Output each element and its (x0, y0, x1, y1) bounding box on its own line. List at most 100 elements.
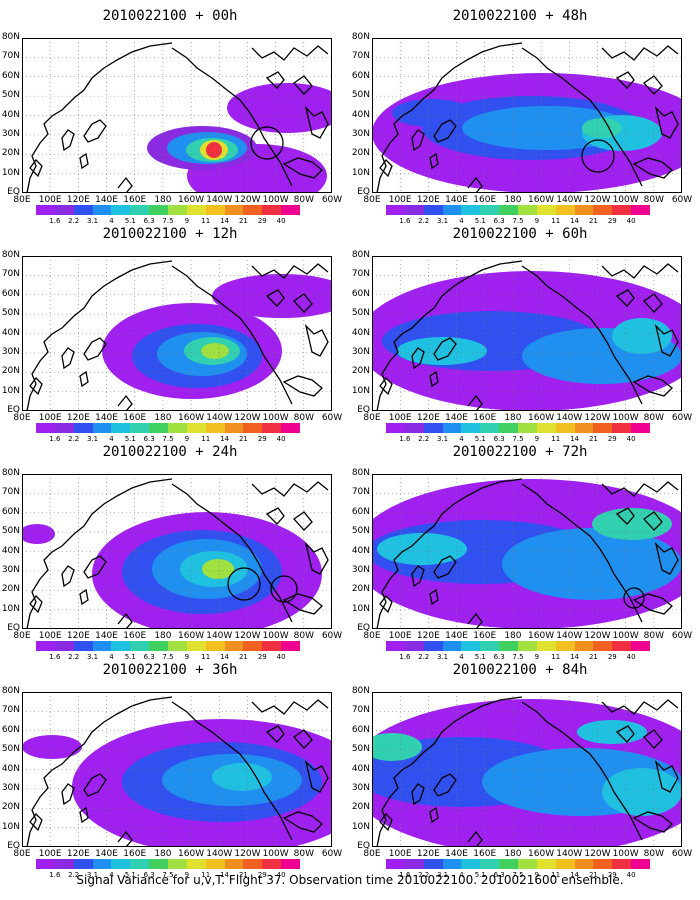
colorbar (36, 423, 301, 433)
colorbar-level-label: 2.2 (68, 435, 80, 443)
colorbar-level-label: 9 (184, 435, 190, 443)
map-frame: EQ 10N 20N 30N 40N 50N 60N 70N 80N 80E 100E 120E 140… (2, 686, 342, 859)
colorbar-swatch (262, 205, 282, 215)
coastline (171, 483, 293, 623)
colorbar-level-label: 11 (551, 435, 561, 443)
colorbar-level-label: 14 (570, 871, 580, 879)
coastline (376, 478, 523, 629)
colorbar-level-label: 21 (588, 871, 598, 879)
latitude-label: 30N (1, 128, 20, 139)
longitude-label: 120W (234, 195, 261, 205)
latitude-label: 80N (351, 468, 370, 478)
latitude-label: 40N (1, 327, 20, 338)
longitude-label: 160E (473, 413, 497, 423)
latitude-label: 50N (1, 526, 20, 537)
colorbar-level-label: 6.3 (493, 217, 505, 225)
coastline (265, 725, 285, 743)
coastline (379, 159, 393, 178)
longitude-label: 140W (206, 413, 233, 423)
longitude-label: 120W (234, 849, 261, 859)
latitude-label: 70N (351, 269, 370, 280)
colorbar-swatch (281, 641, 301, 651)
colorbar-level-label: 6.3 (493, 653, 505, 661)
colorbar-level-label: 2.2 (418, 871, 430, 879)
map-canvas (372, 692, 682, 847)
latitude-label: 40N (1, 545, 20, 556)
map-canvas (22, 474, 332, 629)
longitude-label: 180 (154, 195, 172, 205)
coastline (433, 119, 457, 143)
latitude-label: 30N (1, 346, 20, 357)
coastline (26, 478, 173, 629)
coastline (282, 375, 323, 397)
longitude-label: 160W (528, 849, 555, 859)
latitude-label: 50N (1, 744, 20, 755)
coastline (632, 157, 673, 179)
longitude-label: 140W (556, 195, 583, 205)
longitude-label: 140E (95, 413, 118, 423)
colorbar-level-label: 2.2 (68, 217, 80, 225)
longitude-label: 60W (321, 631, 343, 641)
colorbar-level-label: 1.6 (49, 653, 61, 661)
map-panel: 2010022100 + 36h EQ 10N 20N 30N 40N 50N 60N 70N 8… (0, 662, 342, 887)
colorbar-swatch (593, 423, 613, 433)
colorbar-swatch (593, 205, 613, 215)
colorbar-swatch (149, 641, 169, 651)
coastline (293, 75, 313, 95)
latitude-label: EQ (357, 841, 370, 851)
longitude-label: 160W (178, 195, 205, 205)
colorbar-swatch (281, 859, 301, 869)
latitude-label: 30N (351, 346, 370, 357)
colorbar-level-label: 29 (607, 217, 617, 225)
variance-contour (377, 533, 467, 565)
coastline (304, 541, 329, 575)
longitude-label: 140E (95, 849, 118, 859)
panel-title: 2010022100 + 12h (102, 226, 238, 242)
colorbar-level-label: 9 (534, 435, 540, 443)
colorbar-swatch (205, 205, 225, 215)
longitude-label: 140E (445, 631, 468, 641)
colorbar-swatch (205, 641, 225, 651)
colorbar-swatch (73, 641, 93, 651)
colorbar-level-label: 11 (551, 217, 561, 225)
longitude-label: 120W (584, 849, 611, 859)
latitude-label: 40N (351, 763, 370, 774)
colorbar-swatch (205, 859, 225, 869)
colorbar-swatch (555, 859, 575, 869)
colorbar-level-label: 3.1 (436, 871, 449, 879)
colorbar-level-label: 11 (551, 653, 561, 661)
latitude-label: 70N (1, 51, 20, 62)
colorbar-level-label: 3.1 (86, 435, 99, 443)
colorbar-level-label: 5.1 (124, 653, 136, 661)
panel-title: 2010022100 + 24h (102, 444, 238, 460)
map-border (372, 38, 682, 193)
colorbar-labels: 1.6 2.2 3.1 4 5.1 6.3 7.5 9 11 14 21 29 40 (36, 871, 300, 881)
longitude-label: 160W (178, 413, 205, 423)
map-frame: EQ 10N 20N 30N 40N 50N 60N 70N 80N 80E 100E 120E 140… (2, 250, 342, 423)
coastline (521, 47, 643, 187)
map-panel: 2010022100 + 48h EQ 10N 20N 30N 40N 50N 60N 70N 8… (350, 8, 692, 233)
map-panel: 2010022100 + 60h EQ 10N 20N 30N 40N 50N 60N 70N 8… (350, 226, 692, 451)
colorbar-swatch (73, 423, 93, 433)
colorbar-level-label: 21 (588, 435, 598, 443)
colorbar-level-label: 4 (109, 435, 114, 443)
latitude-label: 60N (1, 506, 20, 517)
coastline (251, 699, 329, 715)
longitude-label: 140W (556, 631, 583, 641)
colorbar-level-label: 7.5 (512, 217, 524, 225)
colorbar-swatch (92, 859, 112, 869)
colorbar-level-label: 40 (276, 435, 286, 443)
colorbar-level-label: 21 (588, 217, 598, 225)
colorbar-level-label: 5.1 (124, 217, 136, 225)
colorbar (386, 641, 651, 651)
longitude-label: 120W (234, 413, 261, 423)
colorbar-swatch (186, 859, 206, 869)
coastline (61, 129, 75, 152)
coastline (643, 75, 663, 95)
longitude-label: 120E (66, 849, 90, 859)
coastline (61, 783, 75, 806)
coastline (654, 323, 679, 357)
colorbar-swatch (574, 423, 594, 433)
latitude-label: 60N (351, 70, 370, 81)
latitude-label: 10N (351, 385, 370, 396)
